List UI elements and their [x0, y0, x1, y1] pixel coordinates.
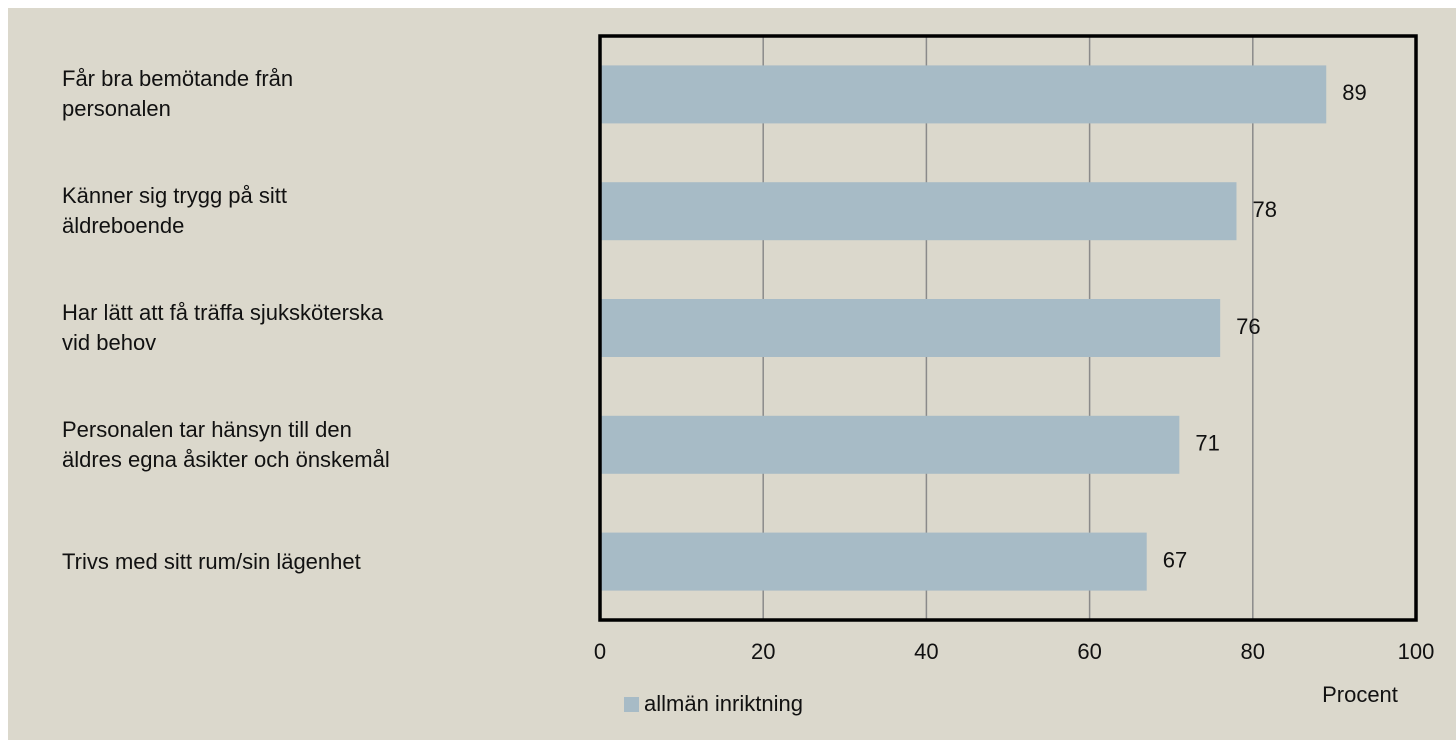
legend-label: allmän inriktning [644, 691, 803, 716]
bar [600, 532, 1147, 591]
category-label: Känner sig trygg på sitt äldreboende [62, 183, 288, 239]
x-tick-label: 20 [751, 639, 775, 664]
x-axis-label: Procent [1322, 682, 1398, 707]
x-tick-label: 80 [1241, 639, 1265, 664]
category-label: Har lätt att få träffa sjuksköterska vid… [62, 300, 384, 355]
category-label: Personalen tar hänsyn till den äldres eg… [62, 416, 390, 472]
x-tick-label: 60 [1077, 639, 1101, 664]
bar [600, 415, 1180, 474]
value-label: 71 [1195, 431, 1219, 456]
value-label: 89 [1342, 80, 1366, 105]
x-tick-label: 40 [914, 639, 938, 664]
bar [600, 299, 1221, 357]
background [8, 8, 1456, 740]
x-tick-label: 100 [1398, 639, 1435, 664]
bar [600, 65, 1327, 124]
legend-swatch [624, 697, 639, 712]
category-label: Trivs med sitt rum/sin lägenhet [62, 548, 361, 574]
value-label: 67 [1163, 547, 1187, 572]
category-label: Får bra bemötande från personalen [62, 66, 294, 122]
x-tick-label: 0 [594, 639, 606, 664]
plot-border [598, 34, 1418, 622]
bar [600, 182, 1237, 241]
value-label: 76 [1236, 314, 1260, 339]
value-label: 78 [1252, 197, 1276, 222]
